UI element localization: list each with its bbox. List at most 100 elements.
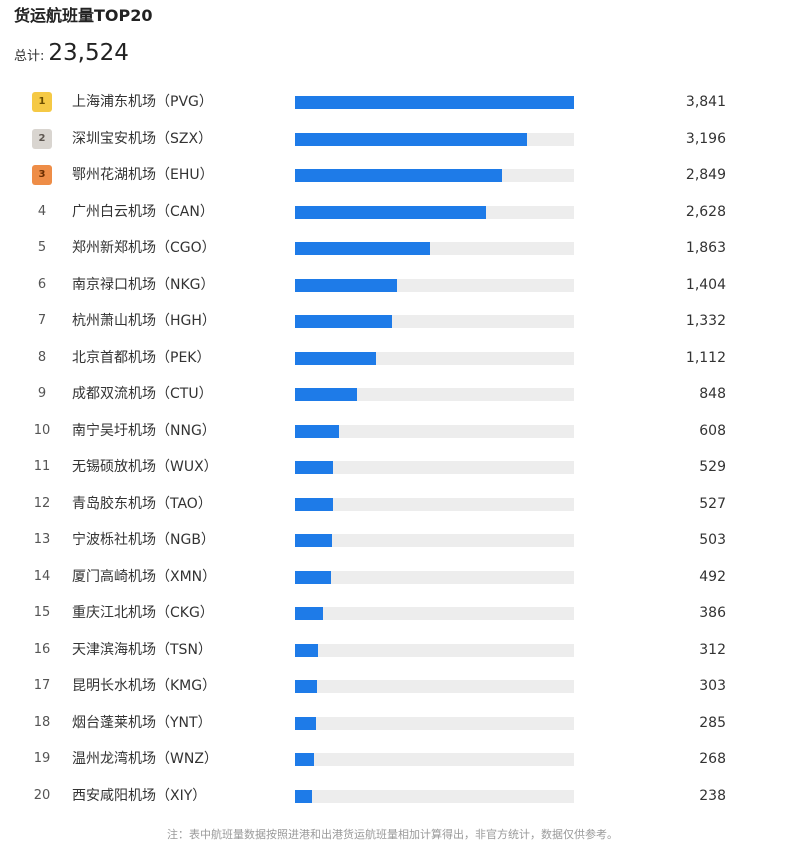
bar: [295, 351, 376, 365]
bar-track: [295, 643, 574, 657]
airport-name: 青岛胶东机场（TAO）: [72, 495, 212, 512]
rank-number: 13: [33, 532, 51, 547]
ranking-row: 17 昆明长水机场（KMG） 303: [0, 668, 785, 705]
ranking-row: 5 郑州新郑机场（CGO） 1,863: [0, 230, 785, 267]
bar-track: [295, 424, 574, 438]
ranking-row: 4 广州白云机场（CAN） 2,628: [0, 194, 785, 231]
bar-value-label: 386: [699, 605, 726, 621]
bar-value-label: 303: [699, 678, 726, 694]
airport-name: 鄂州花湖机场（EHU）: [72, 167, 214, 183]
rank-number: 16: [33, 641, 51, 657]
airport-name: 杭州萧山机场（HGH）: [72, 313, 216, 329]
bar-value-label: 529: [699, 459, 726, 475]
ranking-row: 10 南宁吴圩机场（NNG） 608: [0, 413, 785, 450]
bar: [295, 169, 502, 182]
bar: [295, 315, 392, 328]
rank-number: 15: [33, 605, 51, 620]
bar-value-label: 848: [699, 386, 726, 402]
footnote: 注：表中航班量数据按照进港和出港货运航班量相加计算得出，非官方统计，数据仅供参考…: [167, 828, 618, 841]
bar: [295, 497, 333, 511]
rank-number: 17: [33, 678, 51, 693]
airport-name: 西安咸阳机场（XIY）: [72, 787, 207, 804]
ranking-row: 7 杭州萧山机场（HGH） 1,332: [0, 303, 785, 340]
bar: [295, 607, 323, 620]
rank-medal-badge: 2: [32, 128, 52, 149]
airport-name: 广州白云机场（CAN）: [72, 203, 214, 220]
ranking-row: 11 无锡硕放机场（WUX） 529: [0, 449, 785, 486]
bar-track: [295, 205, 574, 219]
bar-value-label: 312: [699, 641, 726, 658]
rank-number: 10: [33, 422, 51, 438]
rank-number: 20: [33, 787, 51, 803]
rank-number: 11: [33, 459, 51, 474]
airport-name: 无锡硕放机场（WUX）: [72, 459, 218, 475]
ranking-row: 13 宁波栎社机场（NGB） 503: [0, 522, 785, 559]
bar-value-label: 3,196: [685, 130, 726, 147]
bar-value-label: 2,628: [685, 203, 726, 220]
airport-name: 成都双流机场（CTU）: [72, 386, 213, 402]
ranking-row: 16 天津滨海机场（TSN） 312: [0, 632, 785, 669]
ranking-row: 20 西安咸阳机场（XIY） 238: [0, 778, 785, 815]
bar-value-label: 268: [699, 751, 726, 767]
rank-number: 9: [37, 386, 47, 401]
ranking-row: 8 北京首都机场（PEK） 1,112: [0, 340, 785, 377]
rank-number: 18: [33, 714, 51, 730]
airport-name: 南宁吴圩机场（NNG）: [72, 422, 216, 439]
total-summary: 总计: 23,524: [14, 40, 129, 66]
rank-number: 6: [37, 276, 47, 292]
bar-track: [295, 169, 574, 182]
bar: [295, 534, 332, 547]
bar: [295, 424, 339, 438]
airport-name: 温州龙湾机场（WNZ）: [72, 751, 218, 767]
bar-value-label: 1,404: [685, 276, 726, 293]
bar-track: [295, 497, 574, 511]
airport-name: 厦门高崎机场（XMN）: [72, 568, 217, 585]
airport-name: 宁波栎社机场（NGB）: [72, 532, 215, 548]
ranking-row: 6 南京禄口机场（NKG） 1,404: [0, 267, 785, 304]
bar-track: [295, 716, 574, 730]
rank-medal-badge: 1: [32, 92, 52, 112]
bar: [295, 242, 430, 255]
bar-value-label: 1,332: [685, 313, 726, 329]
bar-value-label: 608: [699, 422, 726, 439]
bar-value-label: 503: [699, 532, 726, 548]
bar: [295, 753, 314, 766]
rank-number: 7: [37, 313, 47, 328]
airport-name: 深圳宝安机场（SZX）: [72, 130, 213, 147]
bar-track: [295, 534, 574, 547]
ranking-row: 12 青岛胶东机场（TAO） 527: [0, 486, 785, 523]
bar-track: [295, 278, 574, 292]
bar-track: [295, 96, 574, 109]
airport-name: 天津滨海机场（TSN）: [72, 641, 212, 658]
bar-value-label: 238: [699, 787, 726, 804]
ranking-row: 19 温州龙湾机场（WNZ） 268: [0, 741, 785, 778]
bar-track: [295, 351, 574, 365]
bar: [295, 461, 333, 474]
airport-name: 昆明长水机场（KMG）: [72, 678, 217, 694]
bar: [295, 570, 331, 584]
ranking-row: 1 上海浦东机场（PVG） 3,841: [0, 84, 785, 121]
ranking-list: 1 上海浦东机场（PVG） 3,841 2 深圳宝安机场（SZX） 3,196 3 鄂州花湖机…: [0, 84, 785, 814]
bar-value-label: 285: [699, 714, 726, 731]
ranking-row: 14 厦门高崎机场（XMN） 492: [0, 559, 785, 596]
bar: [295, 388, 357, 401]
bar-value-label: 3,841: [685, 94, 726, 110]
bar-track: [295, 570, 574, 584]
bar-value-label: 1,112: [685, 349, 726, 366]
ranking-row: 18 烟台蓬莱机场（YNT） 285: [0, 705, 785, 742]
bar-value-label: 527: [699, 495, 726, 512]
bar: [295, 205, 486, 219]
ranking-row: 3 鄂州花湖机场（EHU） 2,849: [0, 157, 785, 194]
airport-name: 烟台蓬莱机场（YNT）: [72, 714, 212, 731]
bar-track: [295, 607, 574, 620]
airport-name: 上海浦东机场（PVG）: [72, 94, 213, 110]
airport-name: 北京首都机场（PEK）: [72, 349, 211, 366]
bar: [295, 716, 316, 730]
ranking-row: 15 重庆江北机场（CKG） 386: [0, 595, 785, 632]
rank-number: 8: [37, 349, 47, 365]
bar-value-label: 2,849: [685, 167, 726, 183]
bar-track: [295, 132, 574, 146]
bar-track: [295, 461, 574, 474]
bar-track: [295, 388, 574, 401]
ranking-row: 2 深圳宝安机场（SZX） 3,196: [0, 121, 785, 158]
